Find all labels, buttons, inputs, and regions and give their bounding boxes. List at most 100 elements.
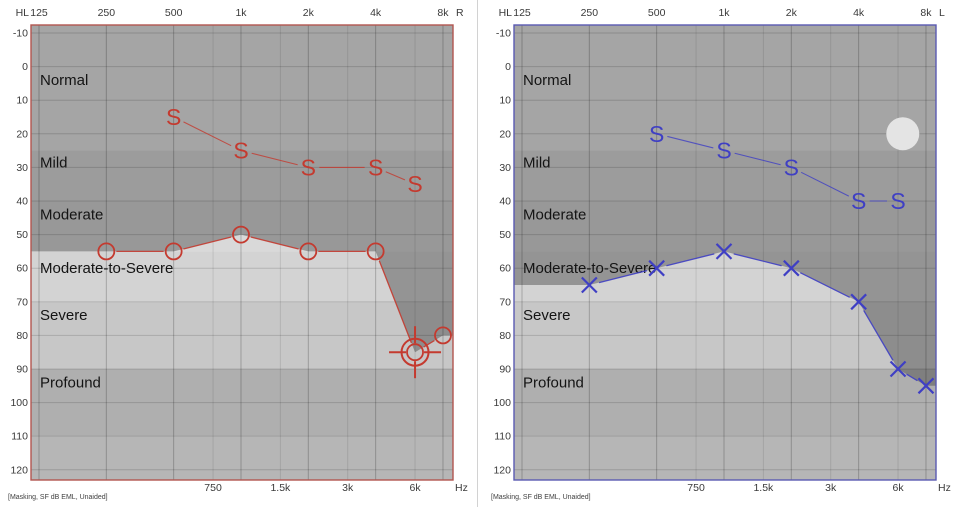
- severity-label: Profound: [40, 374, 101, 391]
- sound-field-curve-segment: [251, 152, 298, 166]
- severity-band: [31, 25, 453, 151]
- sound-field-symbol[interactable]: S: [784, 154, 799, 180]
- sound-field-symbol[interactable]: S: [166, 104, 181, 130]
- sound-field-curve-segment: [734, 152, 781, 166]
- sound-field-symbol[interactable]: S: [407, 171, 422, 197]
- air-conduction-curve-segment: [183, 236, 232, 250]
- plot-border: [513, 24, 937, 481]
- hz-axis-label: Hz: [455, 482, 468, 494]
- ear-label: R: [456, 7, 464, 19]
- severity-band: [514, 369, 936, 437]
- measurement-caption: [Masking, SF dB EML, Unaided]: [491, 494, 591, 501]
- sound-field-symbol[interactable]: S: [890, 188, 905, 214]
- db-tick-label: 110: [11, 431, 28, 443]
- severity-band: [514, 436, 936, 480]
- air-conduction-symbol-x[interactable]: [581, 276, 598, 294]
- above-threshold-shading: [31, 25, 453, 353]
- db-tick-label: 0: [505, 61, 511, 73]
- air-conduction-curve-segment: [666, 253, 715, 267]
- air-conduction-symbol-circle[interactable]: [434, 326, 452, 345]
- left-ear-audiogram: Normal Mild Moderate Moderate-to-Severe Seve…: [493, 7, 951, 494]
- sound-field-symbol[interactable]: S: [716, 138, 731, 164]
- air-conduction-symbol-circle[interactable]: [406, 343, 424, 362]
- air-conduction-symbol-x[interactable]: [715, 243, 733, 260]
- severity-band: [514, 25, 936, 151]
- air-conduction-symbol-circle[interactable]: [299, 242, 318, 261]
- sound-field-symbol[interactable]: S: [368, 154, 383, 180]
- air-conduction-curve-segment: [423, 339, 435, 348]
- sound-field-symbol[interactable]: S: [233, 138, 248, 164]
- air-conduction-symbol-x[interactable]: [917, 377, 935, 395]
- frequency-label-top: 1k: [235, 7, 247, 19]
- severity-label: Severe: [523, 307, 571, 324]
- severity-label: Normal: [40, 72, 88, 89]
- measurement-caption: [Masking, SF dB EML, Unaided]: [8, 494, 108, 501]
- sound-field-curve-segment: [800, 171, 850, 197]
- db-tick-label: 110: [494, 431, 511, 443]
- sound-field-symbol[interactable]: S: [649, 121, 664, 147]
- air-conduction-curve-segment: [799, 272, 850, 298]
- frequency-label-bottom: 6k: [409, 482, 421, 494]
- ear-label: L: [939, 7, 945, 19]
- db-tick-label: 120: [493, 464, 511, 476]
- frequency-label-top: 500: [648, 7, 666, 19]
- air-conduction-symbol-x[interactable]: [783, 259, 800, 277]
- air-conduction-curve-segment: [250, 236, 299, 250]
- frequency-label-bottom: 750: [687, 482, 705, 494]
- severity-label: Normal: [523, 72, 571, 89]
- severity-band: [514, 251, 936, 302]
- air-conduction-symbol-x[interactable]: [648, 259, 665, 277]
- frequency-label-top: 2k: [786, 7, 798, 19]
- db-tick-label: 40: [16, 196, 28, 208]
- severity-band: [31, 251, 453, 302]
- right-ear-panel: Normal Mild Moderate Moderate-to-Severe Seve…: [8, 7, 468, 501]
- severity-label: Moderate: [40, 206, 103, 223]
- db-tick-label: 120: [10, 464, 28, 476]
- sound-field-symbol[interactable]: S: [301, 154, 316, 180]
- severity-label: Moderate-to-Severe: [40, 260, 173, 277]
- severity-band: [31, 150, 453, 201]
- above-threshold-shading: [514, 25, 936, 386]
- air-conduction-symbol-x[interactable]: [889, 360, 907, 378]
- db-tick-label: 70: [16, 296, 28, 308]
- frequency-label-top: 500: [165, 7, 183, 19]
- db-tick-label: 20: [499, 128, 511, 140]
- air-conduction-symbol-circle[interactable]: [164, 242, 183, 261]
- db-tick-label: 10: [499, 95, 511, 107]
- frequency-label-top: 4k: [370, 7, 382, 19]
- panel-divider: [477, 0, 478, 507]
- frequency-label-top: 4k: [853, 7, 865, 19]
- hl-axis-label: HL: [499, 7, 513, 19]
- severity-band: [31, 436, 453, 480]
- stimulus-indicator-dot: [886, 117, 920, 151]
- db-tick-label: 50: [16, 229, 28, 241]
- air-conduction-symbol-x[interactable]: [850, 293, 867, 311]
- air-conduction-symbol-circle[interactable]: [366, 242, 385, 261]
- db-tick-label: 10: [16, 95, 28, 107]
- sound-field-symbol[interactable]: S: [851, 188, 866, 214]
- frequency-label-bottom: 750: [204, 482, 222, 494]
- severity-label: Mild: [40, 154, 68, 171]
- hz-axis-label: Hz: [938, 482, 951, 494]
- db-tick-label: 0: [22, 61, 28, 73]
- frequency-label-top: 250: [98, 7, 116, 19]
- severity-band: [514, 201, 936, 252]
- db-tick-label: 80: [499, 330, 511, 342]
- db-tick-label: 40: [499, 196, 511, 208]
- severity-band: [514, 150, 936, 201]
- air-conduction-symbol-circle[interactable]: [97, 242, 116, 261]
- hl-axis-label: HL: [16, 7, 30, 19]
- severity-label: Severe: [40, 307, 88, 324]
- db-tick-label: 60: [499, 263, 511, 275]
- db-tick-label: -10: [496, 28, 511, 40]
- air-conduction-symbol-circle[interactable]: [232, 225, 250, 244]
- db-tick-label: 100: [493, 397, 511, 409]
- sound-field-curve-segment: [667, 135, 714, 149]
- frequency-label-top: 8k: [437, 7, 449, 19]
- frequency-label-top: 125: [513, 7, 531, 19]
- air-conduction-curve-segment: [598, 269, 648, 284]
- air-conduction-curve-segment: [863, 310, 894, 361]
- plot-border: [30, 24, 454, 481]
- frequency-label-top: 125: [30, 7, 48, 19]
